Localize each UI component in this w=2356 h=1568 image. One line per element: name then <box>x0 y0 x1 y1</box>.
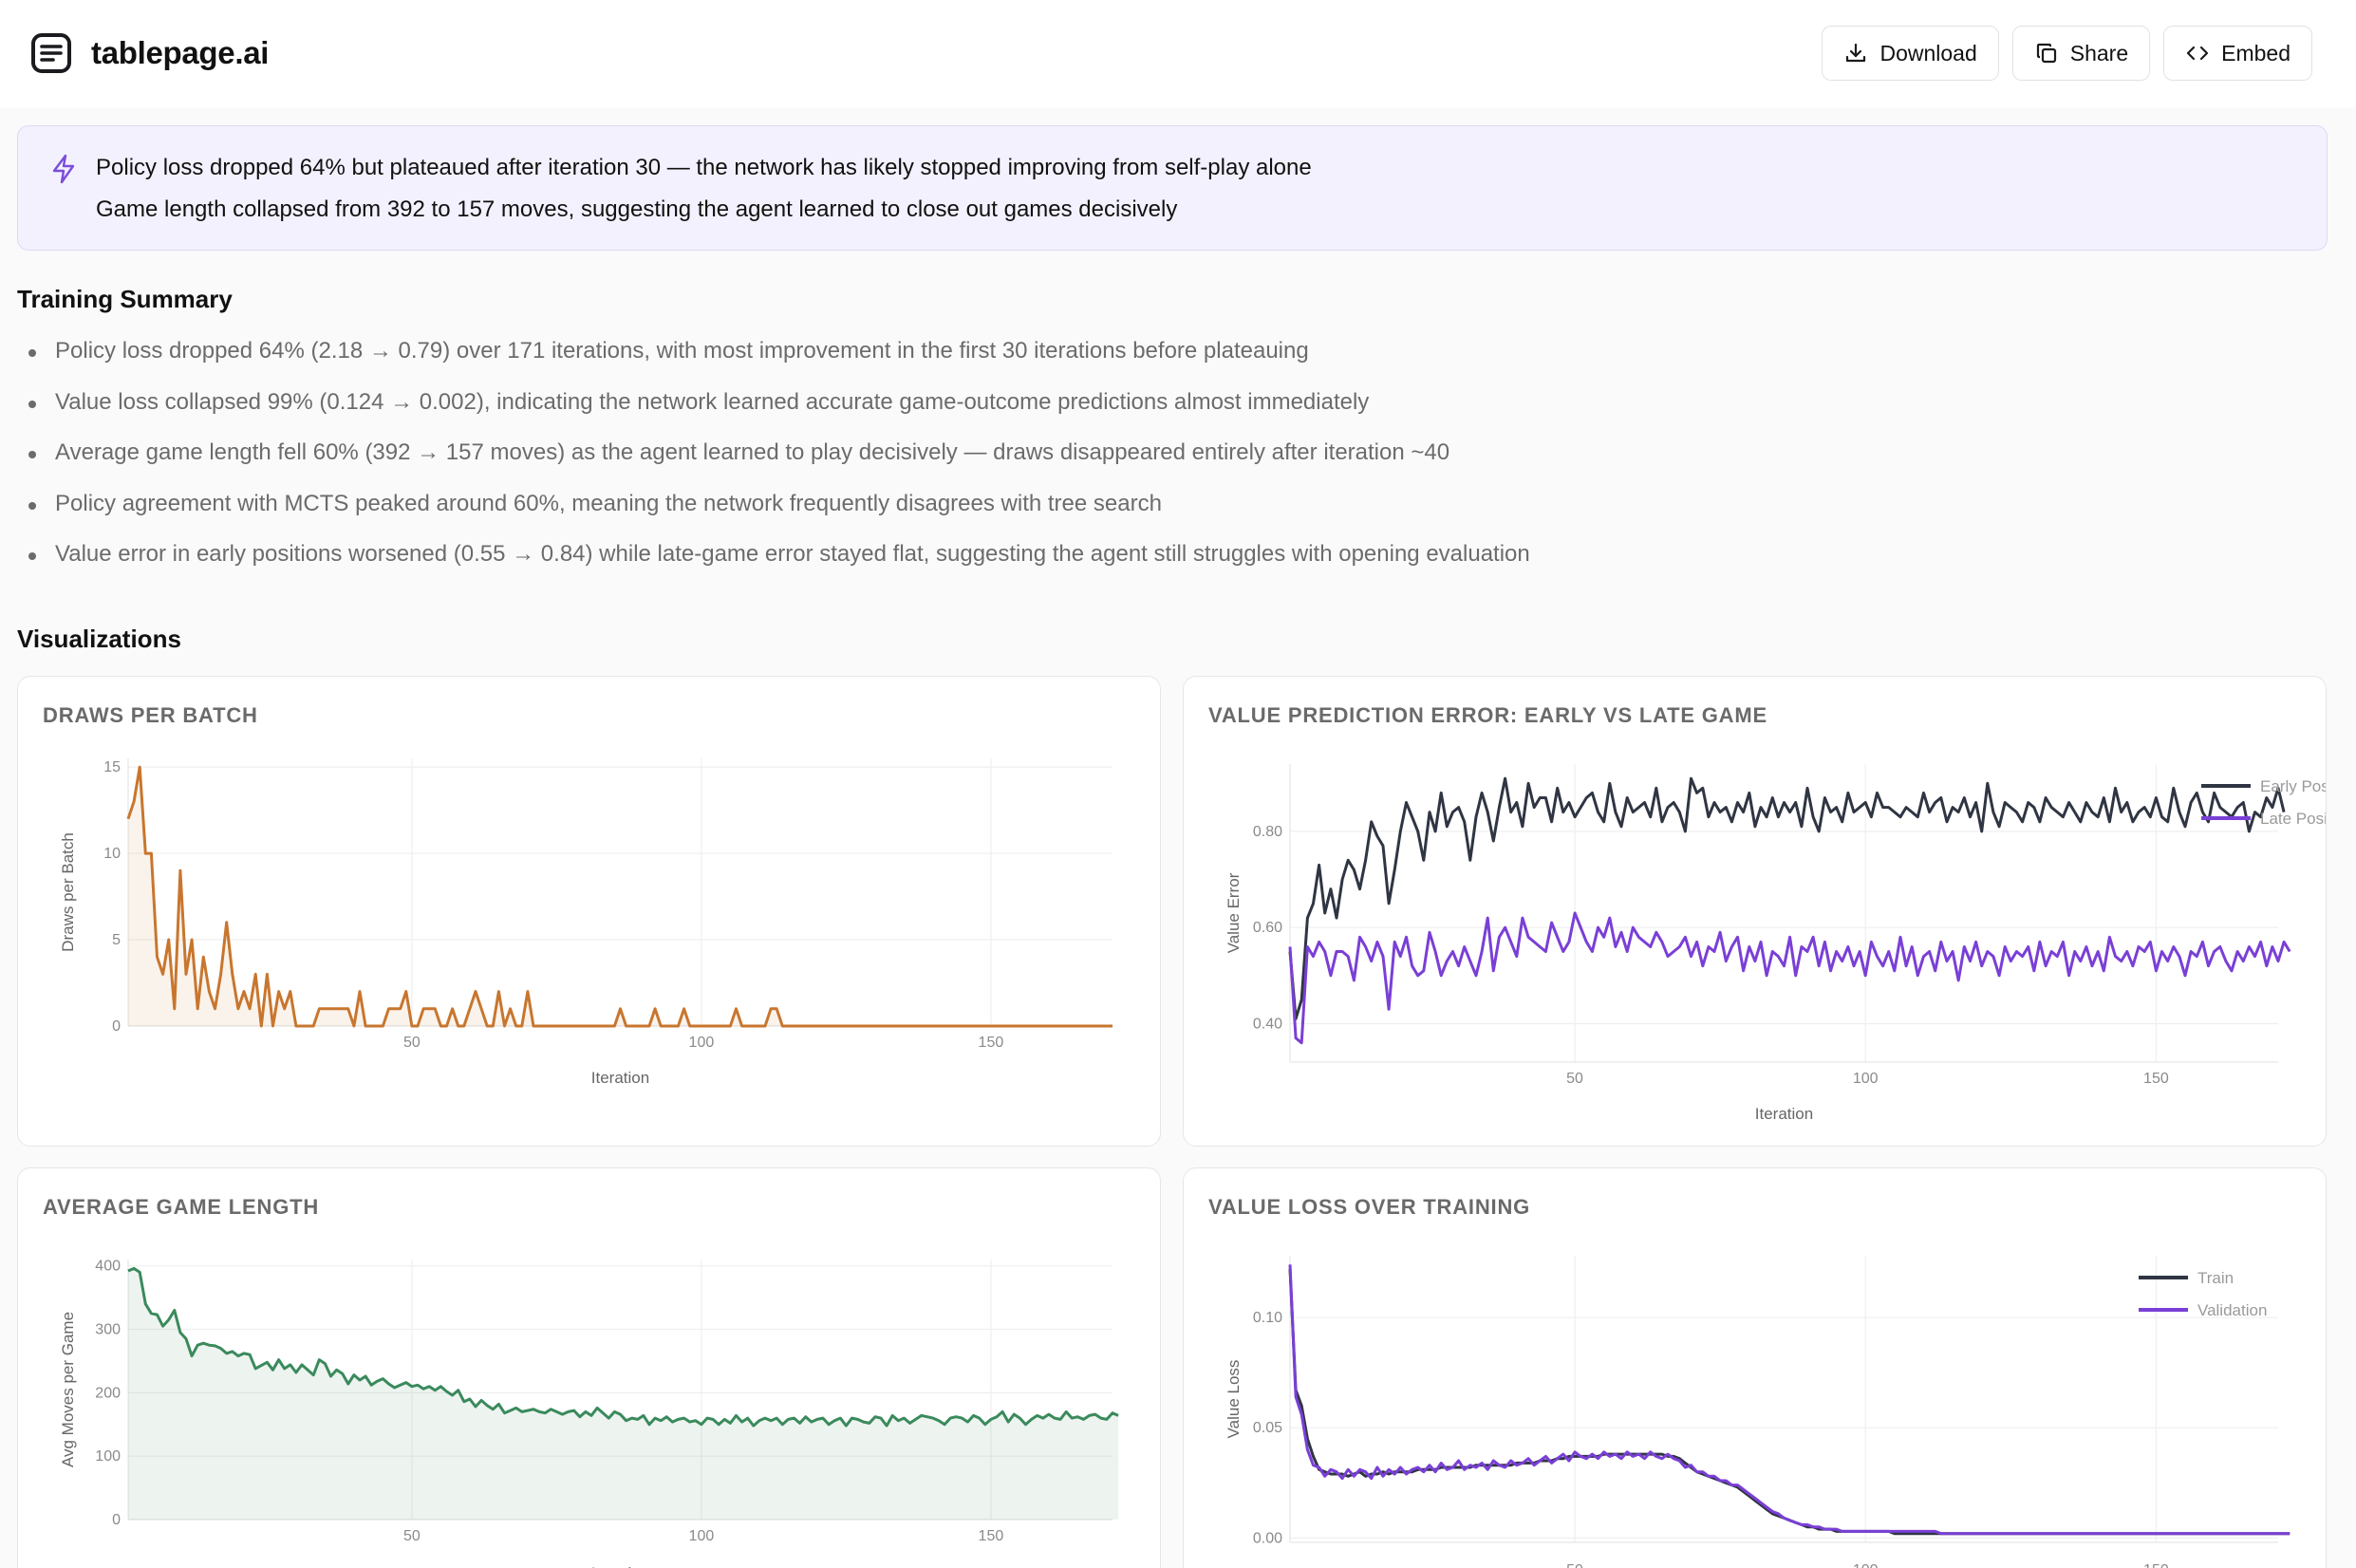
y-tick-label: 0 <box>112 1018 121 1035</box>
legend-label: Early Position <box>2260 777 2327 795</box>
y-axis-label: Avg Moves per Game <box>59 1312 77 1467</box>
summary-list: Policy loss dropped 64% (2.18 → 0.79) ov… <box>28 338 1530 592</box>
x-axis-label: Iteration <box>1755 1105 1813 1123</box>
chart-title: VALUE PREDICTION ERROR: EARLY VS LATE GA… <box>1208 703 1767 727</box>
y-tick-label: 0.10 <box>1253 1310 1282 1326</box>
summary-item: Value loss collapsed 99% (0.124 → 0.002)… <box>28 389 1530 440</box>
y-tick-label: 300 <box>95 1322 121 1338</box>
chart-card-value-error: VALUE PREDICTION ERROR: EARLY VS LATE GA… <box>1183 676 2327 1147</box>
y-tick-label: 0 <box>112 1512 121 1528</box>
chart-card-draws: DRAWS PER BATCH 0 5 10 15 50 100 150 Iteration D… <box>17 676 1161 1147</box>
summary-title: Training Summary <box>17 285 233 313</box>
x-tick-label: 100 <box>1853 1071 1879 1087</box>
x-tick-label: 150 <box>979 1035 1004 1051</box>
app-name: tablepage.ai <box>91 35 270 70</box>
x-tick-label: 150 <box>2143 1071 2169 1087</box>
series-line <box>1288 911 2291 1045</box>
code-icon <box>2187 46 2209 61</box>
insight-line: Game length collapsed from 392 to 157 mo… <box>96 196 1178 222</box>
value-loss-chart: 0.000.050.1050100150IterationValue LossT… <box>1225 1256 2291 1568</box>
x-tick-label: 150 <box>2143 1562 2169 1568</box>
download-icon <box>1846 43 1866 63</box>
x-tick-label: 50 <box>1566 1071 1583 1087</box>
x-tick-label: 50 <box>403 1528 421 1544</box>
y-tick-label: 0.60 <box>1253 920 1282 936</box>
game-length-chart: 0 100 200 300 400 50 100 150 Iteration Avg Moves … <box>59 1259 1119 1568</box>
y-tick-label: 0.05 <box>1253 1420 1282 1436</box>
visualizations-title: Visualizations <box>17 625 181 653</box>
series-area <box>128 1268 1119 1520</box>
y-tick-label: 100 <box>95 1448 121 1465</box>
download-label: Download <box>1879 40 1977 65</box>
download-button[interactable]: Download <box>1822 26 1999 81</box>
insight-banner: Policy loss dropped 64% but plateaued af… <box>17 125 2328 251</box>
y-tick-label: 5 <box>112 932 121 948</box>
series-line <box>127 1266 1119 1428</box>
x-tick-label: 100 <box>1853 1562 1879 1568</box>
legend-label: Validation <box>2197 1301 2267 1319</box>
y-tick-label: 200 <box>95 1385 121 1401</box>
y-axis-label: Value Error <box>1225 872 1243 953</box>
summary-item: Policy agreement with MCTS peaked around… <box>28 491 1530 542</box>
chart-card-value-loss: VALUE LOSS OVER TRAINING 0.00 0.05 0.10 50 1… <box>1183 1167 2327 1568</box>
x-tick-label: 50 <box>403 1035 421 1051</box>
summary-item: Average game length fell 60% (392 → 157 … <box>28 439 1530 491</box>
chart-title: DRAWS PER BATCH <box>43 703 258 727</box>
legend-label: Train <box>2197 1269 2234 1287</box>
x-tick-label: 100 <box>689 1528 715 1544</box>
top-bar: tablepage.ai Download Share Embed <box>0 0 2356 108</box>
summary-item: Policy loss dropped 64% (2.18 → 0.79) ov… <box>28 338 1530 389</box>
share-label: Share <box>2069 40 2129 65</box>
lightning-icon <box>52 154 75 184</box>
y-tick-label: 15 <box>103 759 121 775</box>
toolbar-actions: Download Share Embed <box>1822 26 2312 81</box>
value-error-chart: 0.40 0.60 0.80 50 100 150 Iteration Value Error… <box>1225 764 2327 1123</box>
insight-line: Policy loss dropped 64% but plateaued af… <box>96 155 1312 180</box>
y-tick-label: 400 <box>95 1259 121 1275</box>
y-tick-label: 0.80 <box>1253 824 1282 840</box>
series-area <box>128 767 1113 1026</box>
x-tick-label: 100 <box>689 1035 715 1051</box>
y-axis-label: Value Loss <box>1225 1360 1243 1439</box>
draws-chart: 0 5 10 15 50 100 150 Iteration Draws per Batch <box>59 758 1113 1087</box>
share-button[interactable]: Share <box>2011 26 2151 81</box>
chart-title: VALUE LOSS OVER TRAINING <box>1208 1195 1531 1219</box>
series-line <box>126 765 1113 1028</box>
chart-title: AVERAGE GAME LENGTH <box>43 1195 320 1219</box>
x-tick-label: 50 <box>1566 1562 1583 1568</box>
copy-icon <box>2036 43 2056 64</box>
x-axis-label: Iteration <box>591 1564 649 1568</box>
series-line <box>1288 1264 2291 1536</box>
y-tick-label: 10 <box>103 846 121 862</box>
summary-item: Value error in early positions worsened … <box>28 541 1530 592</box>
y-axis-label: Draws per Batch <box>59 832 77 952</box>
embed-button[interactable]: Embed <box>2163 26 2312 81</box>
x-tick-label: 150 <box>979 1528 1004 1544</box>
chart-card-game-length: AVERAGE GAME LENGTH 0 100 200 300 400 50 100 15… <box>17 1167 1161 1568</box>
legend-label: Late Position <box>2260 810 2327 828</box>
brand[interactable]: tablepage.ai <box>30 32 269 74</box>
x-axis-label: Iteration <box>591 1069 649 1087</box>
logo-icon <box>31 33 71 73</box>
y-tick-label: 0.40 <box>1253 1016 1282 1032</box>
embed-label: Embed <box>2221 40 2291 65</box>
series-line <box>1288 776 2286 1020</box>
y-tick-label: 0.00 <box>1253 1530 1282 1546</box>
